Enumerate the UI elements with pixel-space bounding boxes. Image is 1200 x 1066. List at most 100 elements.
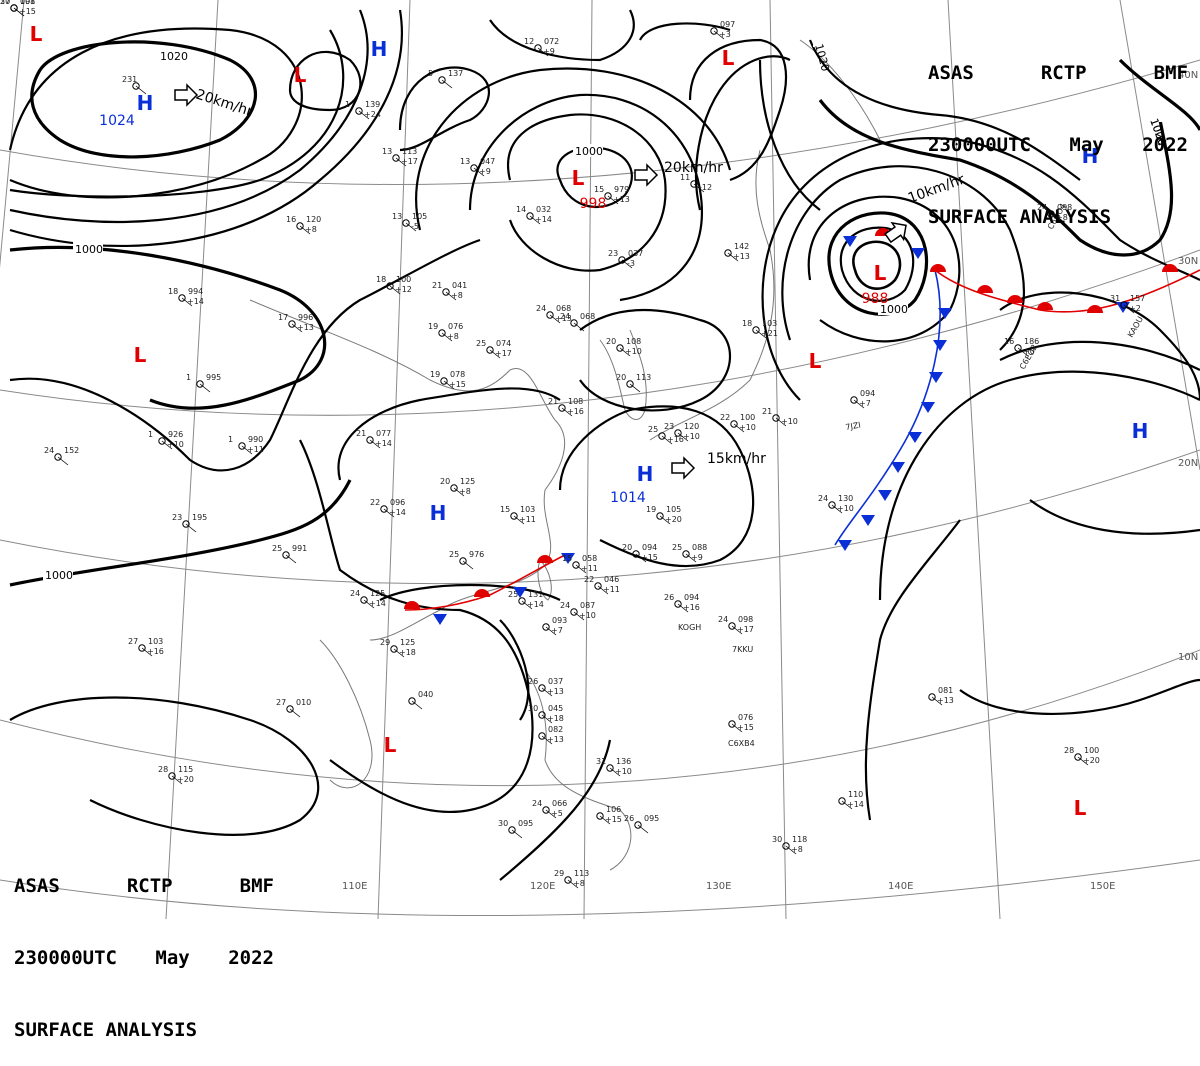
cold-front-symbol	[513, 587, 527, 598]
isobar-label: 1000	[573, 144, 603, 158]
station-pressure: 110	[848, 790, 863, 799]
station-temperature: 18	[742, 319, 752, 328]
station-pressure: 125	[370, 589, 385, 598]
header-year: 2022	[228, 947, 274, 969]
station-temperature: 12	[524, 37, 534, 46]
station-pressure: 094	[860, 389, 875, 398]
station-temperature: 20	[606, 337, 616, 346]
parallel	[0, 859, 1200, 917]
cold-front-symbol	[933, 340, 947, 351]
latitude-label: 40N	[1178, 70, 1198, 81]
station-pressure: 152	[64, 446, 79, 455]
station-plot: 13 113+17	[382, 147, 418, 167]
station-tendency: +17	[401, 157, 418, 166]
isobar-label: 1020	[158, 49, 188, 63]
station-pressure: 047	[480, 157, 495, 166]
station-temperature: 22	[720, 413, 730, 422]
svg-text:1000: 1000	[880, 303, 908, 316]
center-letter: L	[294, 63, 307, 87]
station-temperature: 20	[440, 477, 450, 486]
station-plot: 19 078+15	[430, 370, 466, 390]
station-tendency: +11	[247, 445, 264, 454]
isobar	[288, 50, 362, 112]
station-pressure: 094	[642, 543, 657, 552]
station-pressure: 994	[188, 287, 203, 296]
station-plot: 21 041+8	[432, 281, 467, 301]
svg-text:1000: 1000	[75, 243, 103, 256]
station-pressure: 113	[636, 373, 651, 382]
isobar	[864, 519, 961, 821]
station-tendency: +10	[781, 417, 798, 426]
station-pressure: 186	[1024, 337, 1039, 346]
station-tendency: +11	[603, 585, 620, 594]
cold-front-symbol	[878, 490, 892, 501]
header-year: 2022	[1142, 134, 1188, 156]
isobar	[999, 291, 1200, 401]
station-pressure: 091	[20, 0, 35, 6]
longitude-label: 120E	[530, 881, 555, 892]
station-plot: 31 157+2	[1110, 294, 1145, 314]
station-plot: 1 139+24	[345, 100, 381, 120]
station-temperature: 15	[500, 505, 510, 514]
cold-front-symbol	[843, 236, 857, 247]
header-month: May	[155, 947, 190, 969]
station-pressure: 105	[412, 212, 427, 221]
isobar	[639, 22, 731, 41]
header-region: ASAS	[14, 875, 60, 897]
station-plot: 24 125+14	[350, 589, 386, 609]
station-tendency: +13	[733, 252, 750, 261]
warm-front-sw	[404, 554, 566, 611]
station-pressure: 041	[452, 281, 467, 290]
station-temperature: 28	[1064, 746, 1074, 755]
station-temperature: 28	[158, 765, 168, 774]
station-tendency: -3	[627, 259, 635, 268]
isobar	[9, 9, 369, 224]
station-plot: 29 125+18	[380, 638, 416, 658]
station-tendency: +20	[665, 515, 682, 524]
station-temperature: 30	[772, 835, 782, 844]
svg-text:15km/hr: 15km/hr	[707, 451, 766, 467]
header-line-1: ASAS RCTP BMF	[14, 874, 274, 898]
station-temperature: 25	[449, 550, 459, 559]
isobar	[878, 370, 1200, 601]
ship-id: 7KKU	[732, 645, 753, 654]
front-symbols	[404, 228, 1178, 625]
station-pressure: 094	[684, 593, 699, 602]
station-pressure: 990	[248, 435, 263, 444]
station-plot: 17 996+13	[278, 313, 314, 333]
station-temperature: 26	[528, 677, 538, 686]
station-plot: 082+13	[538, 725, 564, 745]
motion-arrow: 15km/hr	[671, 451, 766, 480]
station-temperature: 27	[128, 637, 138, 646]
station-plot: 081+13	[928, 686, 954, 706]
low-pressure-center: L	[134, 343, 147, 367]
isobar	[489, 9, 635, 62]
station-pressure: 105	[666, 505, 681, 514]
station-pressure: 040	[418, 690, 433, 699]
station-tendency: +15	[449, 380, 466, 389]
parallel	[0, 59, 1200, 185]
warm-front-symbol	[1162, 264, 1178, 272]
station-temperature: 24	[44, 446, 54, 455]
station-plot: 231	[122, 75, 147, 95]
center-letter: L	[809, 349, 822, 373]
station-plot: 1 926+10	[148, 430, 184, 450]
station-pressure: 130	[838, 494, 853, 503]
station-tendency: +17	[737, 625, 754, 634]
warm-front-symbol	[930, 264, 946, 272]
isobar	[1029, 499, 1200, 535]
station-temperature: 25	[476, 339, 486, 348]
station-plot: 11 -12	[680, 173, 712, 193]
station-tendency: +10	[683, 432, 700, 441]
isobar-1000	[827, 211, 929, 316]
station-pressure: 106	[606, 805, 621, 814]
station-plot: 25 +16	[648, 425, 684, 445]
latitude-label: 30N	[1178, 256, 1198, 267]
station-pressure: 125	[400, 638, 415, 647]
station-plot: 094+7	[850, 389, 875, 409]
station-tendency: +9	[543, 47, 555, 56]
station-tendency: +18	[399, 648, 416, 657]
header-bottom-left: ASAS RCTP BMF 230000UTC May 2022 SURFACE…	[14, 826, 274, 1066]
station-temperature: 26	[664, 593, 674, 602]
